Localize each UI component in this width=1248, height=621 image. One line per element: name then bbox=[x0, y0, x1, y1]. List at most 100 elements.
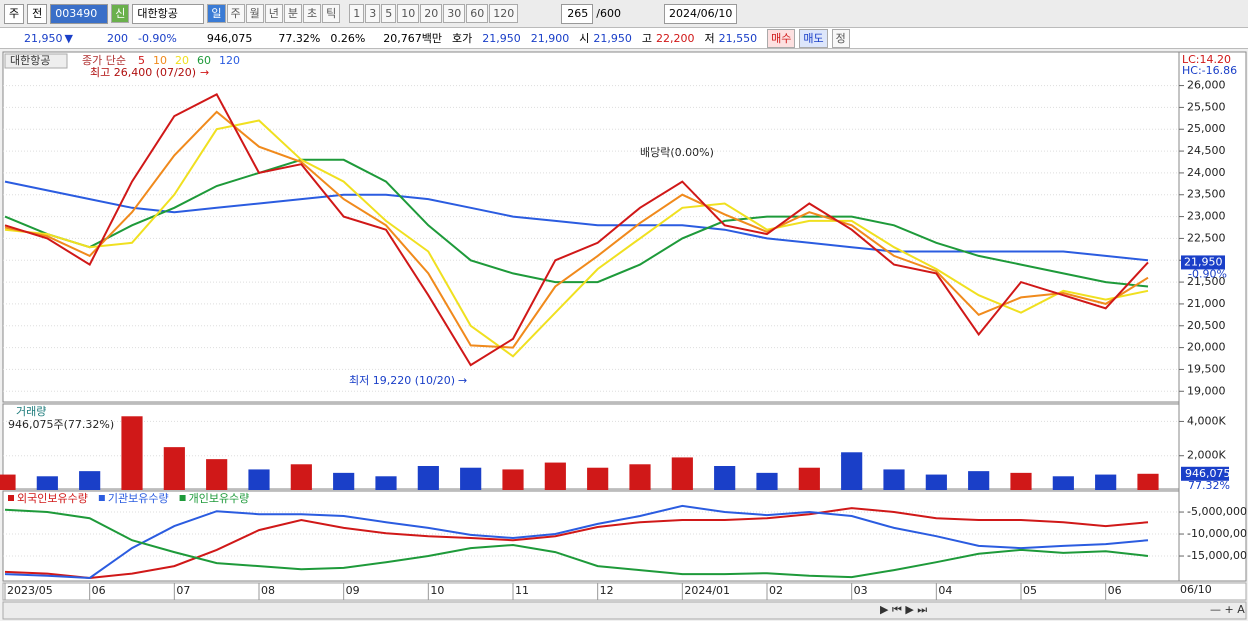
volume-bar bbox=[925, 474, 947, 490]
y-tick-label: 24,000 bbox=[1187, 166, 1226, 179]
open-label: 시 bbox=[579, 32, 590, 45]
volume-bar bbox=[248, 469, 270, 490]
vol-ratio: 77.32% bbox=[278, 31, 321, 45]
correct-button[interactable]: 정 bbox=[831, 28, 850, 48]
x-tick-label: 09 bbox=[346, 584, 360, 597]
bid-label: 호가 bbox=[452, 32, 473, 45]
volume-bar bbox=[121, 416, 143, 490]
volume-bar bbox=[333, 472, 355, 490]
high-note: 최고 26,400 (07/20) bbox=[90, 66, 196, 79]
period-button[interactable]: 분 bbox=[283, 4, 302, 23]
volume-title: 거래량 bbox=[16, 405, 46, 418]
all[interactable]: 전 bbox=[27, 3, 48, 24]
y-tick-label: 25,500 bbox=[1187, 100, 1226, 113]
code[interactable]: 003490 bbox=[50, 3, 109, 24]
volume-bar bbox=[502, 469, 524, 490]
volume-bar bbox=[0, 474, 16, 490]
volume-bar bbox=[163, 447, 185, 490]
y-tick-label: 23,500 bbox=[1187, 188, 1226, 201]
step-button[interactable]: 5 bbox=[381, 4, 397, 23]
date[interactable]: 2024/06/10 bbox=[663, 3, 738, 24]
period-button[interactable]: 일 bbox=[207, 4, 226, 23]
x-tick-label: 08 bbox=[261, 584, 275, 597]
legend-entry: 20 bbox=[175, 54, 189, 67]
price: 21,950 bbox=[24, 31, 63, 45]
scrollbar[interactable] bbox=[2, 601, 1247, 620]
last-rate: -0.90% bbox=[1188, 267, 1227, 280]
x-tick-label: 07 bbox=[176, 584, 190, 597]
tag: 대한항공 bbox=[10, 54, 50, 67]
series-line bbox=[4, 180, 1149, 262]
step-button[interactable]: 20 bbox=[420, 4, 443, 23]
volume-bar bbox=[968, 471, 990, 490]
step-button[interactable]: 120 bbox=[489, 4, 519, 23]
y-tick-label: 20,500 bbox=[1187, 319, 1226, 332]
volume-bar bbox=[756, 472, 778, 490]
y-tick-label: 23,000 bbox=[1187, 210, 1226, 223]
legend-entry: 기관보유수량 bbox=[108, 492, 169, 505]
volume-subtitle: 946,075주(77.32%) bbox=[8, 418, 114, 431]
series-line bbox=[4, 158, 1149, 288]
y-tick-label: 22,500 bbox=[1187, 231, 1226, 244]
y-tick-label: 19,500 bbox=[1187, 362, 1226, 375]
count-max: /600 bbox=[596, 7, 621, 20]
step-button[interactable]: 30 bbox=[443, 4, 466, 23]
legend-entry: 5 bbox=[138, 54, 145, 67]
period-button[interactable]: 초 bbox=[303, 4, 322, 23]
turnover: 0.26% bbox=[330, 31, 366, 45]
volume-bar bbox=[798, 467, 820, 490]
series-line bbox=[4, 504, 1149, 580]
y-tick-label: 2,000K bbox=[1187, 449, 1226, 462]
step-button[interactable]: 60 bbox=[466, 4, 489, 23]
legend-entry: 120 bbox=[219, 54, 240, 67]
period-button[interactable]: 년 bbox=[264, 4, 283, 23]
zoom-icons[interactable]: — + A bbox=[1210, 603, 1245, 616]
x-tick-label: 03 bbox=[854, 584, 868, 597]
x-tick-label: 12 bbox=[600, 584, 614, 597]
scroll-icons[interactable]: ▶ ⏮ ▶ ⏭ bbox=[880, 603, 927, 616]
last-volume-rate: 77.32% bbox=[1188, 479, 1230, 492]
change: 200 bbox=[106, 31, 128, 45]
volume-bar bbox=[206, 459, 228, 490]
x-tick-label: 06 bbox=[1108, 584, 1122, 597]
date-axis bbox=[2, 582, 1247, 601]
period-button[interactable]: 주 bbox=[226, 4, 245, 23]
axis-panel bbox=[1178, 51, 1247, 582]
lc: LC:14.20 bbox=[1182, 53, 1231, 66]
ask: 21,950 bbox=[482, 31, 521, 45]
bid: 21,900 bbox=[530, 31, 570, 45]
buy-button[interactable]: 매수 bbox=[767, 28, 796, 48]
step-button[interactable]: 10 bbox=[397, 4, 420, 23]
volume-bar bbox=[1137, 473, 1159, 490]
x-tick-label: 06 bbox=[92, 584, 106, 597]
price-title: 종가 단순 bbox=[82, 54, 126, 67]
volume-bar bbox=[1010, 472, 1032, 490]
last-price: 21,950 bbox=[1184, 255, 1223, 268]
volume-bar bbox=[1052, 476, 1074, 490]
series-line bbox=[4, 508, 1149, 579]
step-button[interactable]: 3 bbox=[365, 4, 381, 23]
series-line bbox=[4, 119, 1149, 358]
open: 21,950 bbox=[593, 31, 632, 45]
volume-bar bbox=[714, 466, 736, 490]
count[interactable]: 265 bbox=[561, 3, 594, 24]
series-line bbox=[4, 110, 1149, 349]
step-button[interactable]: 1 bbox=[349, 4, 365, 23]
volume-bar bbox=[587, 467, 609, 490]
volume-bar bbox=[36, 476, 58, 490]
high: 22,200 bbox=[656, 31, 695, 45]
price-panel bbox=[2, 51, 1180, 403]
period-button[interactable]: 틱 bbox=[322, 4, 341, 23]
high-arrow: → bbox=[200, 66, 209, 79]
period-button[interactable]: 월 bbox=[245, 4, 264, 23]
volume-bar bbox=[671, 457, 693, 490]
x-tick-label: 02 bbox=[769, 584, 783, 597]
y-tick-label: 4,000K bbox=[1187, 414, 1226, 427]
steps: 1 3 5 10 20 30 60 120 bbox=[349, 4, 519, 23]
market[interactable]: 주 bbox=[4, 3, 25, 24]
y-tick-label: 20,000 bbox=[1187, 341, 1226, 354]
x-tick-label: 11 bbox=[515, 584, 529, 597]
sell-button[interactable]: 매도 bbox=[799, 28, 828, 48]
